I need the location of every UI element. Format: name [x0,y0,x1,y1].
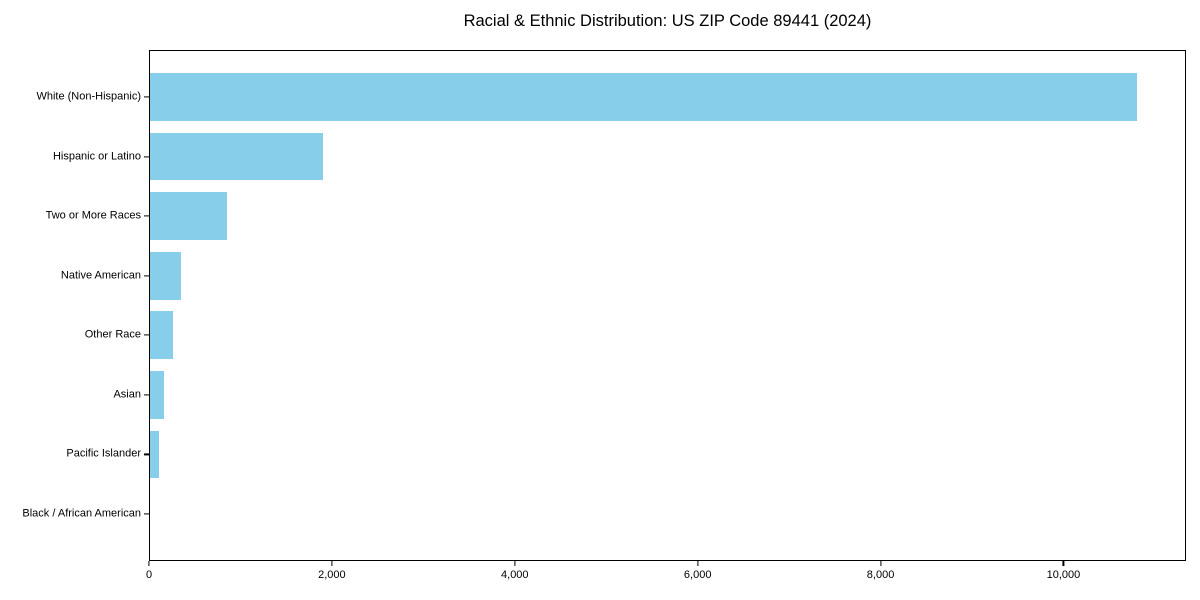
y-tick-hispanic-or-latino [144,156,149,158]
bar-other-race [149,311,173,360]
x-tick-2000 [331,561,333,566]
y-label-pacific-islander: Pacific Islander [66,447,141,460]
y-tick-two-or-more-races [144,215,149,217]
y-label-black-african-american: Black / African American [22,507,141,520]
y-label-white-non-hispanic: White (Non-Hispanic) [36,90,141,103]
x-tick-label-10000: 10,000 [1046,569,1081,581]
x-tick-label-4000: 4,000 [501,569,529,581]
bar-asian [149,371,164,419]
bar-hispanic-or-latino [149,132,323,181]
y-tick-white-non-hispanic [144,96,149,98]
x-tick-label-8000: 8,000 [866,569,895,581]
y-tick-black-african-american [144,513,149,515]
y-tick-native-american [144,275,149,277]
x-tick-6000 [697,561,699,566]
plot-area [149,50,1186,561]
bar-two-or-more-races [149,192,227,240]
y-tick-asian [144,394,149,396]
x-tick-10000 [1062,561,1065,566]
x-tick-0 [148,561,150,566]
y-label-asian: Asian [113,388,141,401]
y-label-two-or-more-races: Two or More Races [45,209,141,222]
bar-white-non-hispanic [149,73,1137,121]
x-tick-8000 [879,561,882,566]
x-tick-4000 [514,561,516,566]
x-tick-label-6000: 6,000 [683,569,712,581]
y-label-hispanic-or-latino: Hispanic or Latino [52,150,141,163]
x-tick-label-2000: 2,000 [318,569,346,581]
bar-pacific-islander [149,430,160,479]
x-tick-label-0: 0 [145,569,153,581]
y-label-native-american: Native American [60,269,141,282]
bar-native-american [149,251,181,300]
y-label-other-race: Other Race [84,328,141,341]
y-tick-other-race [144,334,149,336]
chart-title: Racial & Ethnic Distribution: US ZIP Cod… [463,12,872,30]
y-tick-pacific-islander [144,453,149,455]
